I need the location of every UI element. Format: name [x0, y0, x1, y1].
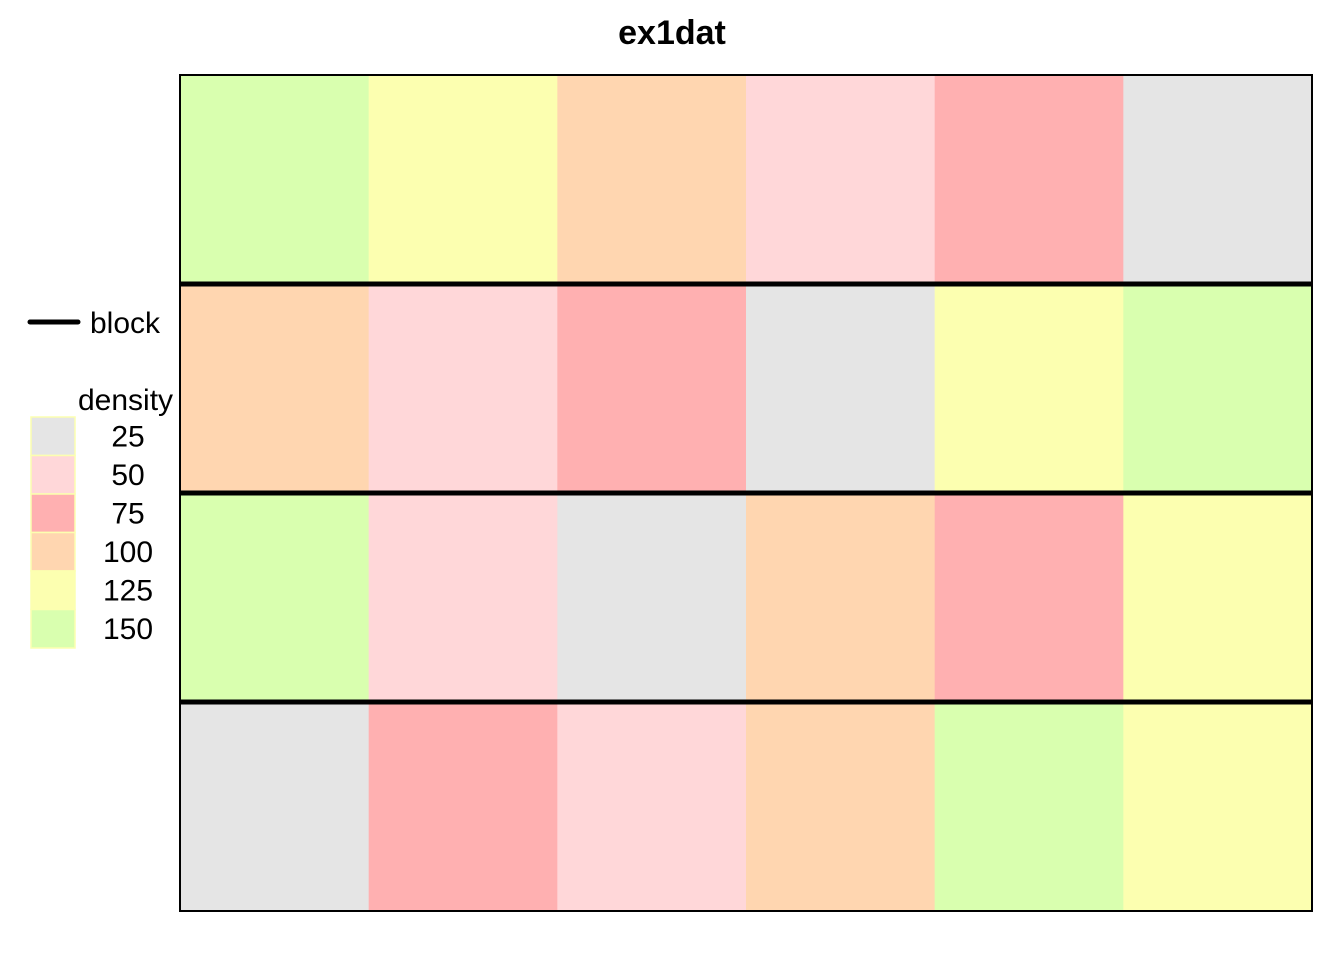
heatmap-cell-r3-c3 — [557, 493, 747, 703]
legend-label-150: 150 — [103, 613, 153, 646]
legend-label-25: 25 — [111, 420, 144, 453]
legend-label-75: 75 — [111, 497, 144, 530]
heatmap-cell-r4-c3 — [557, 702, 747, 912]
legend-swatch-25 — [30, 416, 76, 457]
legend-label-50: 50 — [111, 459, 144, 492]
legend-swatch-75 — [30, 493, 76, 534]
heatmap-cell-r3-c5 — [934, 493, 1124, 703]
legend-block-label: block — [90, 307, 161, 340]
legend-label-100: 100 — [103, 536, 153, 569]
legend: block density 25 50 75 100 125 150 — [27, 307, 173, 649]
legend-swatch-100 — [30, 531, 76, 572]
heatmap-cell-r2-c3 — [557, 284, 747, 494]
heatmap-cell-r1-c6 — [1123, 75, 1313, 285]
heatmap-cell-r2-c4 — [746, 284, 936, 494]
heatmap-cell-r3-c6 — [1123, 493, 1313, 703]
legend-swatch-50 — [30, 454, 76, 495]
heatmap-cell-r4-c1 — [180, 702, 370, 912]
heatmap-cell-r2-c5 — [934, 284, 1124, 494]
heatmap-cell-r1-c2 — [368, 75, 558, 285]
heatmap-cell-r4-c2 — [368, 702, 558, 912]
heatmap-cell-r4-c5 — [934, 702, 1124, 912]
heatmap-cell-r1-c1 — [180, 75, 370, 285]
legend-swatch-125 — [30, 570, 76, 611]
block-boundaries — [180, 281, 1312, 705]
heatmap-cell-r2-c2 — [368, 284, 558, 494]
heatmap-cell-r3-c2 — [368, 493, 558, 703]
heatmap-cell-r3-c4 — [746, 493, 936, 703]
legend-density-title: density — [78, 384, 173, 417]
heatmap-cell-r2-c6 — [1123, 284, 1313, 494]
heatmap-cell-r3-c1 — [180, 493, 370, 703]
heatmap-cell-r4-c4 — [746, 702, 936, 912]
chart-title: ex1dat — [618, 14, 726, 52]
heatmap-cell-r2-c1 — [180, 284, 370, 494]
heatmap-cell-r4-c6 — [1123, 702, 1313, 912]
legend-label-125: 125 — [103, 574, 153, 607]
heatmap-cell-r1-c3 — [557, 75, 747, 285]
heatmap-cell-r1-c4 — [746, 75, 936, 285]
legend-levels: 25 50 75 100 125 150 — [30, 416, 153, 649]
plot-frame — [179, 74, 1313, 912]
heatmap-cells — [180, 75, 1313, 912]
heatmap-cell-r1-c5 — [934, 75, 1124, 285]
legend-swatch-150 — [30, 608, 76, 649]
